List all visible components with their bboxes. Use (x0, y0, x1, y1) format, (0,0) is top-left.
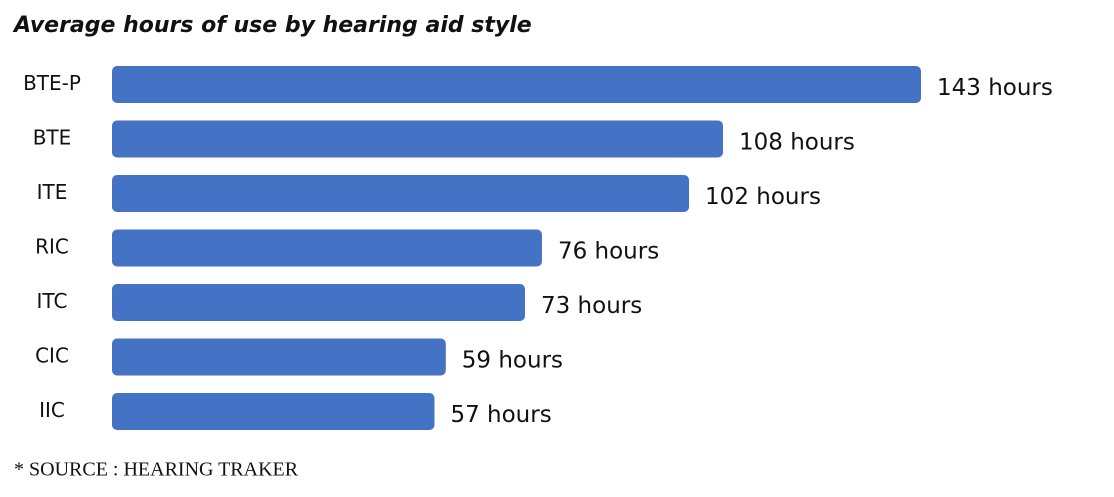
data-label: 76 hours (558, 239, 659, 265)
data-label: 57 hours (450, 402, 551, 428)
data-label: 102 hours (705, 184, 821, 210)
data-label: 143 hours (937, 75, 1053, 101)
chart-title: Average hours of use by hearing aid styl… (12, 13, 532, 38)
y-tick-label: ITC (37, 289, 68, 313)
data-label: 108 hours (739, 130, 855, 156)
bar (112, 66, 921, 103)
bar (112, 393, 435, 430)
data-label: 73 hours (541, 293, 642, 319)
bar (112, 229, 542, 267)
y-tick-label: RIC (35, 235, 69, 259)
data-label: 59 hours (462, 348, 563, 374)
bar (112, 175, 690, 212)
y-tick-label: ITE (37, 180, 68, 204)
y-tick-label: CIC (35, 344, 69, 368)
bar (112, 338, 446, 376)
bar (112, 120, 723, 158)
source-note: * SOURCE : HEARING TRAKER (14, 459, 299, 481)
bar (112, 284, 525, 321)
y-tick-label: IIC (39, 398, 65, 422)
y-tick-label: BTE (33, 126, 72, 150)
y-tick-label: BTE-P (23, 71, 81, 95)
